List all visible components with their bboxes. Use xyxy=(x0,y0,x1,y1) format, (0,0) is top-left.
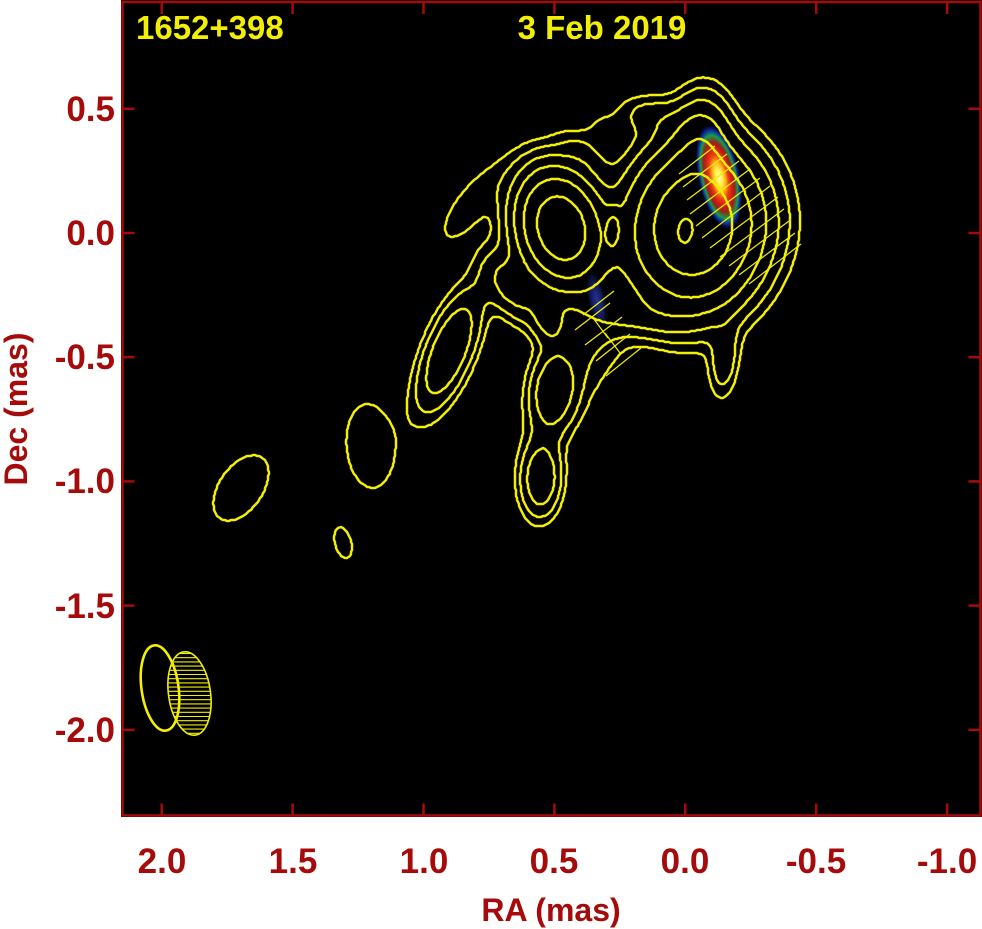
svg-text:0.5: 0.5 xyxy=(530,842,579,881)
svg-text:-0.5: -0.5 xyxy=(786,842,846,881)
svg-text:-1.0: -1.0 xyxy=(55,462,115,501)
svg-text:-2.0: -2.0 xyxy=(55,711,115,750)
svg-text:-1.5: -1.5 xyxy=(55,587,115,626)
svg-text:-0.5: -0.5 xyxy=(55,338,115,377)
svg-text:0.5: 0.5 xyxy=(66,90,115,129)
svg-text:0.0: 0.0 xyxy=(66,214,115,253)
svg-text:2.0: 2.0 xyxy=(138,842,187,881)
svg-text:Dec (mas): Dec (mas) xyxy=(0,333,34,486)
svg-text:1.0: 1.0 xyxy=(400,842,449,881)
svg-text:3 Feb 2019: 3 Feb 2019 xyxy=(518,9,687,46)
svg-text:RA (mas): RA (mas) xyxy=(481,892,620,928)
svg-text:-1.0: -1.0 xyxy=(917,842,977,881)
svg-text:1652+398: 1652+398 xyxy=(136,9,284,46)
svg-text:1.5: 1.5 xyxy=(269,842,318,881)
svg-text:0.0: 0.0 xyxy=(661,842,710,881)
